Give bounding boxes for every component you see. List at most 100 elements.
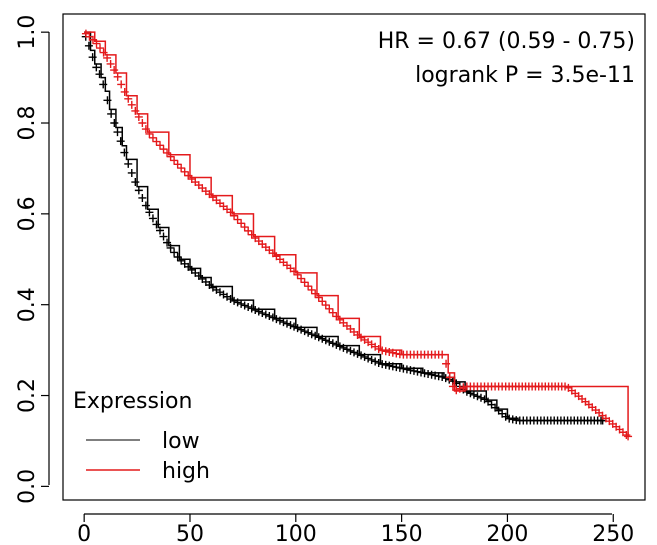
legend-label-low: low bbox=[162, 429, 200, 454]
censor-mark bbox=[431, 371, 440, 380]
censor-mark bbox=[110, 119, 119, 128]
legend-label-high: high bbox=[162, 459, 210, 484]
censor-mark bbox=[452, 386, 461, 395]
censor-mark bbox=[505, 414, 514, 423]
censor-mark bbox=[163, 148, 172, 157]
censor-mark bbox=[265, 312, 274, 321]
censor-mark bbox=[131, 178, 140, 187]
censor-mark bbox=[445, 373, 454, 382]
censor-mark bbox=[134, 186, 143, 195]
censor-mark bbox=[156, 226, 164, 235]
censor-mark bbox=[314, 333, 323, 342]
censor-mark bbox=[156, 141, 164, 150]
y-tick-label: 0.6 bbox=[15, 196, 40, 231]
censor-mark bbox=[342, 345, 351, 354]
censor-mark bbox=[134, 112, 143, 121]
censor-mark bbox=[268, 313, 277, 322]
x-axis: 0 50 100 150 200 250 bbox=[77, 513, 634, 545]
censor-mark bbox=[367, 355, 376, 364]
censor-mark bbox=[304, 282, 313, 291]
censor-mark bbox=[138, 193, 147, 202]
censor-mark bbox=[180, 167, 189, 176]
censor-mark bbox=[290, 267, 299, 276]
censor-mark bbox=[300, 278, 309, 287]
censor-mark bbox=[116, 137, 125, 146]
censor-mark bbox=[124, 94, 133, 103]
censor-mark bbox=[307, 285, 316, 294]
censor-mark bbox=[290, 322, 299, 331]
censor-mark bbox=[173, 160, 182, 169]
logrank-annotation: logrank P = 3.5e-11 bbox=[415, 63, 635, 88]
censor-mark bbox=[272, 315, 281, 324]
censor-mark bbox=[103, 53, 112, 62]
censor-mark bbox=[357, 351, 366, 360]
x-tick-label: 100 bbox=[275, 522, 317, 545]
censor-mark bbox=[304, 328, 313, 337]
censor-mark bbox=[325, 304, 334, 313]
censor-mark bbox=[353, 349, 362, 358]
censor-mark bbox=[328, 308, 337, 317]
censor-mark bbox=[261, 310, 270, 319]
censor-mark bbox=[244, 302, 253, 311]
censor-mark bbox=[311, 289, 320, 298]
censor-mark bbox=[145, 129, 154, 138]
series-line-low bbox=[84, 31, 603, 422]
series-high bbox=[81, 29, 633, 441]
series-low bbox=[81, 31, 607, 425]
series-line-high bbox=[84, 31, 629, 437]
censor-mark bbox=[381, 347, 390, 356]
censor-mark bbox=[170, 156, 179, 165]
censor-mark bbox=[251, 305, 260, 314]
censor-mark bbox=[297, 274, 306, 283]
censor-mark bbox=[163, 238, 172, 247]
censor-mark bbox=[247, 230, 256, 239]
censor-mark bbox=[99, 48, 108, 57]
censor-mark bbox=[113, 128, 122, 137]
censor-mark bbox=[148, 133, 157, 142]
censor-mark bbox=[96, 44, 105, 53]
x-tick-label: 250 bbox=[592, 522, 634, 545]
censor-mark bbox=[321, 301, 330, 310]
censor-mark bbox=[237, 299, 246, 308]
censor-mark bbox=[346, 346, 355, 355]
censor-mark bbox=[339, 343, 348, 352]
censor-mark bbox=[473, 392, 482, 401]
censor-mark bbox=[427, 370, 436, 379]
censor-mark bbox=[350, 348, 358, 357]
censor-mark bbox=[388, 362, 397, 371]
censor-mark bbox=[307, 330, 316, 339]
censor-mark bbox=[88, 35, 97, 44]
censor-mark bbox=[230, 296, 239, 305]
censor-mark bbox=[233, 215, 242, 224]
censor-mark bbox=[106, 59, 115, 68]
censor-mark bbox=[378, 346, 387, 355]
hr-annotation: HR = 0.67 (0.59 - 0.75) bbox=[378, 29, 635, 54]
censor-mark bbox=[402, 365, 411, 374]
censor-mark bbox=[364, 354, 373, 363]
censor-mark bbox=[360, 352, 369, 361]
series-layer bbox=[81, 29, 633, 441]
censor-mark bbox=[325, 337, 334, 346]
censor-mark bbox=[127, 100, 136, 109]
censor-mark bbox=[173, 253, 182, 261]
censor-mark bbox=[127, 168, 136, 177]
censor-mark bbox=[240, 301, 249, 310]
censor-mark bbox=[406, 366, 415, 375]
censor-mark bbox=[332, 312, 341, 321]
censor-mark bbox=[95, 70, 104, 79]
censor-mark bbox=[335, 342, 344, 351]
censor-mark bbox=[159, 145, 168, 154]
censor-mark bbox=[434, 372, 443, 381]
censor-mark bbox=[311, 331, 320, 340]
censor-mark bbox=[84, 41, 93, 50]
censor-mark bbox=[120, 148, 129, 157]
y-tick-label: 0.8 bbox=[15, 106, 40, 141]
censor-mark bbox=[279, 318, 288, 327]
censor-mark bbox=[392, 349, 401, 358]
censor-mark bbox=[148, 214, 157, 223]
censor-mark bbox=[293, 270, 302, 279]
censor-mark bbox=[508, 415, 517, 424]
censor-mark bbox=[233, 298, 242, 307]
censor-mark bbox=[88, 53, 97, 62]
censor-mark bbox=[409, 366, 418, 375]
